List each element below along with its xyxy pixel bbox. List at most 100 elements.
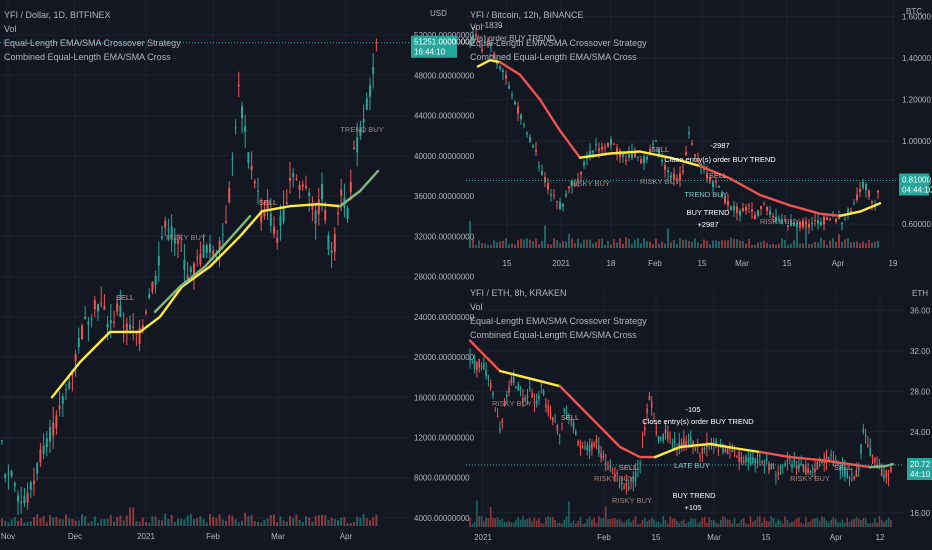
candle-body xyxy=(324,210,327,221)
candle-body xyxy=(100,302,103,304)
candle-body xyxy=(145,311,147,313)
candle-body xyxy=(581,446,584,448)
volume-bar xyxy=(257,521,259,526)
candle-body xyxy=(786,460,789,462)
candle-body xyxy=(820,222,822,226)
volume-bar xyxy=(669,516,671,527)
volume-bar xyxy=(545,517,547,527)
candle-body xyxy=(579,445,582,448)
candle-body xyxy=(828,457,830,461)
candle-body xyxy=(553,195,555,197)
volume-bar xyxy=(524,519,526,527)
panel-yfi-eth[interactable]: 36.00 32.00 28.00 24.00 16.00 2021 Feb 15 Mar 15 A… xyxy=(466,290,932,542)
candle-body xyxy=(568,186,570,189)
candle-body xyxy=(788,457,791,460)
volume-bar xyxy=(586,519,589,527)
candle-body xyxy=(844,219,846,221)
volume-bar xyxy=(639,523,641,527)
volume-bar xyxy=(260,522,263,526)
y-tick-label: 44000.00000000 xyxy=(414,112,475,121)
volume-bar xyxy=(694,518,697,527)
volume-bar xyxy=(660,523,662,527)
y-tick-label: 52000.00000000 xyxy=(414,31,475,40)
candle-body xyxy=(664,165,666,170)
volume-bar xyxy=(600,518,602,527)
candle-body xyxy=(285,202,288,205)
panel-yfi-btc-order-note: ry(s) order BUY TREND xyxy=(470,34,555,43)
volume-bar xyxy=(522,516,524,527)
volume-bar xyxy=(667,523,669,527)
candle-body xyxy=(276,237,279,243)
volume-bar xyxy=(478,515,480,527)
volume-bar xyxy=(36,514,39,526)
volume-bar xyxy=(719,519,722,527)
candle-body xyxy=(575,431,577,436)
candle-body xyxy=(565,194,567,196)
volume-bar xyxy=(828,522,830,527)
signal-annotation: RISKY BUY xyxy=(612,496,652,505)
volume-bar xyxy=(740,519,743,527)
candle-body xyxy=(473,360,476,369)
candle-body xyxy=(170,226,173,238)
volume-bar xyxy=(556,239,558,248)
volume-bar xyxy=(721,239,723,248)
volume-bar xyxy=(109,514,112,526)
volume-bar xyxy=(829,240,831,248)
signal-annotation: TREND BUY xyxy=(684,190,727,199)
candle-body xyxy=(761,460,763,464)
volume-bar xyxy=(125,515,128,526)
candle-body xyxy=(868,190,870,197)
volume-bar xyxy=(791,521,793,527)
volume-bar xyxy=(775,244,777,248)
candle-body xyxy=(678,441,681,449)
candle-body xyxy=(703,169,705,171)
volume-bar xyxy=(631,243,633,248)
candle-body xyxy=(97,303,99,312)
candle-body xyxy=(61,396,64,404)
candle-body xyxy=(515,386,517,388)
volume-bar xyxy=(167,519,170,526)
volume-bar xyxy=(531,520,533,527)
signal-annotation: RISKY BUY xyxy=(594,474,634,483)
candle-body xyxy=(634,151,636,158)
volume-bar xyxy=(517,239,519,248)
candle-body xyxy=(221,234,224,236)
y-tick-label: 24.00 xyxy=(910,428,931,437)
volume-bar xyxy=(583,239,585,248)
candle-body xyxy=(706,173,708,179)
x-tick-label: Apr xyxy=(830,533,843,542)
volume-bar xyxy=(823,517,825,527)
volume-bar xyxy=(756,516,759,527)
panel-yfi-usd[interactable]: 52000.00000000 48000.00000000 44000.000000… xyxy=(0,0,475,541)
volume-bar xyxy=(712,240,714,248)
ema-line xyxy=(476,59,502,68)
volume-bar xyxy=(683,519,685,527)
volume-bar xyxy=(552,516,554,527)
volume-bar xyxy=(618,519,621,527)
candle-body xyxy=(36,463,39,474)
candle-body xyxy=(529,387,531,389)
volume-bar xyxy=(68,518,71,526)
volume-bar xyxy=(850,242,852,248)
volume-bar xyxy=(667,228,669,248)
candle-body xyxy=(865,183,867,191)
volume-bar xyxy=(676,520,678,527)
volume-bar xyxy=(565,516,568,527)
volume-bar xyxy=(535,520,538,527)
candle-body xyxy=(595,144,597,146)
volume-bar xyxy=(811,518,814,527)
panel-yfi-btc[interactable]: 1.600001.400001.200001.000000.800000.600… xyxy=(466,0,932,268)
candle-body xyxy=(763,465,766,467)
volume-bar xyxy=(276,522,279,526)
volume-bar xyxy=(106,518,109,526)
volume-bar xyxy=(493,240,495,248)
candle-body xyxy=(353,147,355,149)
candle-body xyxy=(113,321,115,323)
candle-body xyxy=(853,202,855,204)
volume-bar xyxy=(164,513,167,526)
volume-bar xyxy=(841,519,844,527)
volume-bar xyxy=(282,520,285,526)
volume-bar xyxy=(862,518,865,527)
signal-annotation: SELL xyxy=(651,145,669,154)
candle-body xyxy=(699,456,701,458)
